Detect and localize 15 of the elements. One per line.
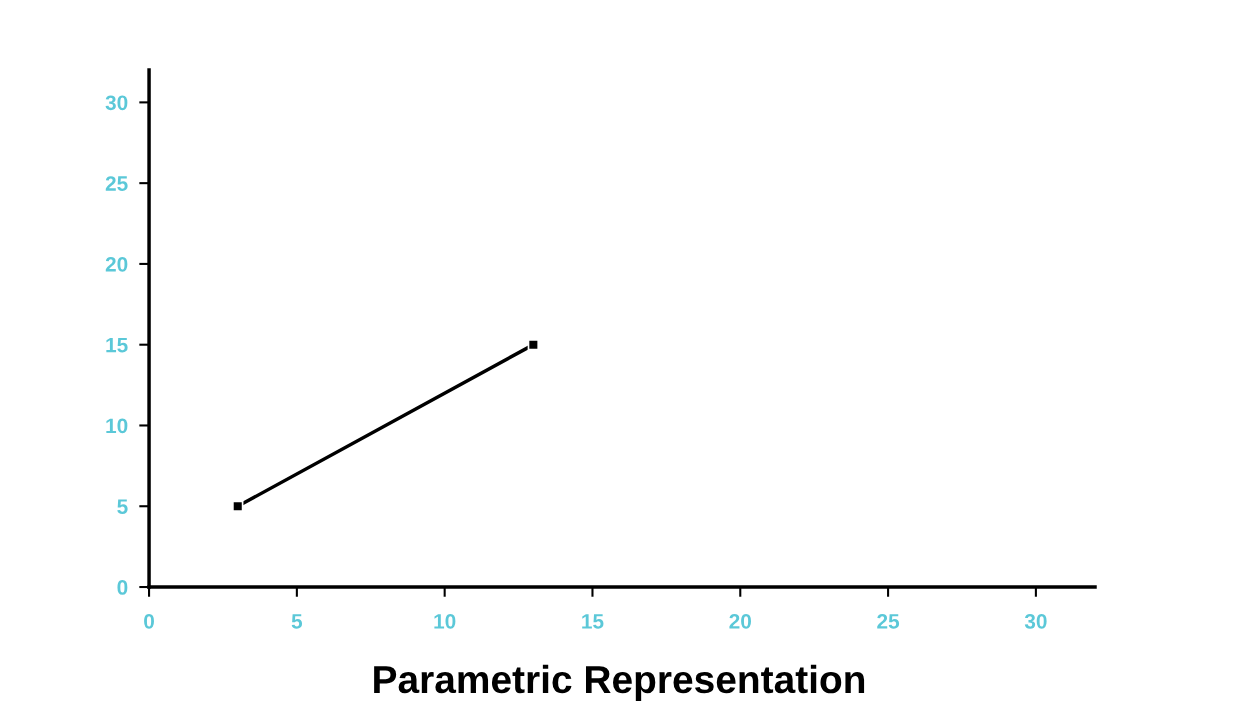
x-tick-label: 15 bbox=[582, 614, 604, 629]
x-tick-label: 10 bbox=[434, 613, 456, 629]
x-tick-label: 5 bbox=[291, 614, 303, 629]
y-tick-label: 5 bbox=[117, 499, 128, 514]
x-tick-label: 20 bbox=[729, 613, 752, 629]
y-tick-label: 20 bbox=[105, 256, 128, 272]
y-tick-label: 30 bbox=[105, 95, 128, 111]
x-tick-label: 0 bbox=[144, 613, 154, 629]
x-tick-label: 25 bbox=[877, 613, 900, 629]
x-tick-label: 30 bbox=[1024, 613, 1047, 629]
y-tick-label: 15 bbox=[106, 337, 128, 353]
text: Parametric Representation bbox=[374, 664, 865, 701]
y-tick-label: 0 bbox=[117, 580, 128, 595]
y-tick-label: 10 bbox=[106, 418, 128, 434]
y-tick-label: 25 bbox=[105, 176, 128, 191]
